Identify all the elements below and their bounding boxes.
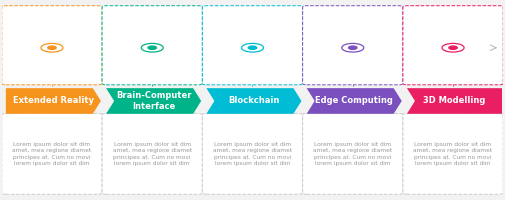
Text: Lorem ipsum dolor sit dim
amet, mea regione diamet
principes at. Cum no movi
lor: Lorem ipsum dolor sit dim amet, mea regi… — [213, 142, 292, 166]
Text: Extended Reality: Extended Reality — [13, 96, 94, 105]
FancyBboxPatch shape — [2, 113, 102, 194]
Circle shape — [348, 46, 357, 49]
Circle shape — [148, 46, 157, 49]
Text: Lorem ipsum dolor sit dim
amet, mea regione diamet
principes at. Cum no movi
lor: Lorem ipsum dolor sit dim amet, mea regi… — [13, 142, 91, 166]
Polygon shape — [407, 88, 502, 114]
FancyBboxPatch shape — [2, 6, 102, 85]
FancyBboxPatch shape — [403, 113, 503, 194]
FancyBboxPatch shape — [302, 6, 403, 85]
Circle shape — [48, 46, 56, 49]
Text: Lorem ipsum dolor sit dim
amet, mea regione diamet
principes at. Cum no movi
lor: Lorem ipsum dolor sit dim amet, mea regi… — [113, 142, 192, 166]
Polygon shape — [6, 88, 101, 114]
FancyBboxPatch shape — [203, 113, 302, 194]
FancyBboxPatch shape — [302, 113, 403, 194]
FancyBboxPatch shape — [403, 6, 503, 85]
Circle shape — [241, 43, 264, 52]
Polygon shape — [307, 88, 401, 114]
Text: Brain-Computer
Interface: Brain-Computer Interface — [116, 91, 191, 111]
Polygon shape — [106, 88, 201, 114]
Circle shape — [342, 43, 364, 52]
Text: Blockchain: Blockchain — [228, 96, 280, 105]
FancyBboxPatch shape — [102, 113, 203, 194]
Text: Lorem ipsum dolor sit dim
amet, mea regione diamet
principes at. Cum no movi
lor: Lorem ipsum dolor sit dim amet, mea regi… — [313, 142, 392, 166]
Circle shape — [248, 46, 257, 49]
Circle shape — [141, 43, 163, 52]
Circle shape — [449, 46, 457, 49]
Text: Edge Computing: Edge Computing — [315, 96, 393, 105]
Text: Lorem ipsum dolor sit dim
amet, mea regione diamet
principes at. Cum no movi
lor: Lorem ipsum dolor sit dim amet, mea regi… — [414, 142, 492, 166]
Circle shape — [41, 43, 63, 52]
Text: 3D Modelling: 3D Modelling — [423, 96, 486, 105]
Circle shape — [442, 43, 464, 52]
Polygon shape — [207, 88, 301, 114]
FancyBboxPatch shape — [102, 6, 203, 85]
FancyBboxPatch shape — [203, 6, 302, 85]
